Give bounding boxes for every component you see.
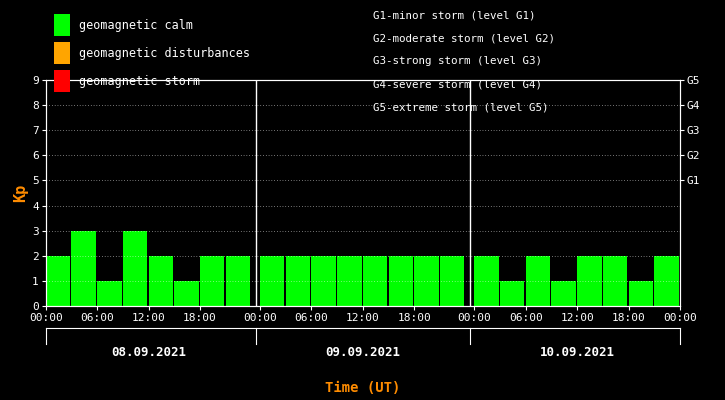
Text: G3-strong storm (level G3): G3-strong storm (level G3) (373, 56, 542, 66)
Bar (286, 256, 310, 306)
Bar (149, 256, 173, 306)
Bar (603, 256, 627, 306)
Text: geomagnetic storm: geomagnetic storm (79, 74, 200, 88)
Text: G2-moderate storm (level G2): G2-moderate storm (level G2) (373, 33, 555, 43)
Text: geomagnetic calm: geomagnetic calm (79, 18, 193, 32)
Text: G1-minor storm (level G1): G1-minor storm (level G1) (373, 10, 536, 20)
Bar (174, 281, 199, 306)
Bar (46, 256, 70, 306)
Bar (362, 256, 387, 306)
Bar (260, 256, 284, 306)
Bar (225, 256, 250, 306)
Text: G5-extreme storm (level G5): G5-extreme storm (level G5) (373, 103, 549, 113)
Text: G4-severe storm (level G4): G4-severe storm (level G4) (373, 80, 542, 90)
Bar (500, 281, 524, 306)
Bar (474, 256, 499, 306)
Text: 08.09.2021: 08.09.2021 (111, 346, 186, 359)
Bar (414, 256, 439, 306)
Text: 09.09.2021: 09.09.2021 (326, 346, 400, 359)
Bar (389, 256, 413, 306)
Bar (440, 256, 465, 306)
Text: geomagnetic disturbances: geomagnetic disturbances (79, 46, 250, 60)
Text: 10.09.2021: 10.09.2021 (539, 346, 615, 359)
Bar (200, 256, 225, 306)
Bar (123, 231, 147, 306)
Bar (629, 281, 653, 306)
Bar (97, 281, 122, 306)
Y-axis label: Kp: Kp (13, 184, 28, 202)
Bar (71, 231, 96, 306)
Bar (655, 256, 679, 306)
Bar (577, 256, 602, 306)
Bar (337, 256, 362, 306)
Text: Time (UT): Time (UT) (325, 381, 400, 395)
Bar (526, 256, 550, 306)
Bar (552, 281, 576, 306)
Bar (312, 256, 336, 306)
